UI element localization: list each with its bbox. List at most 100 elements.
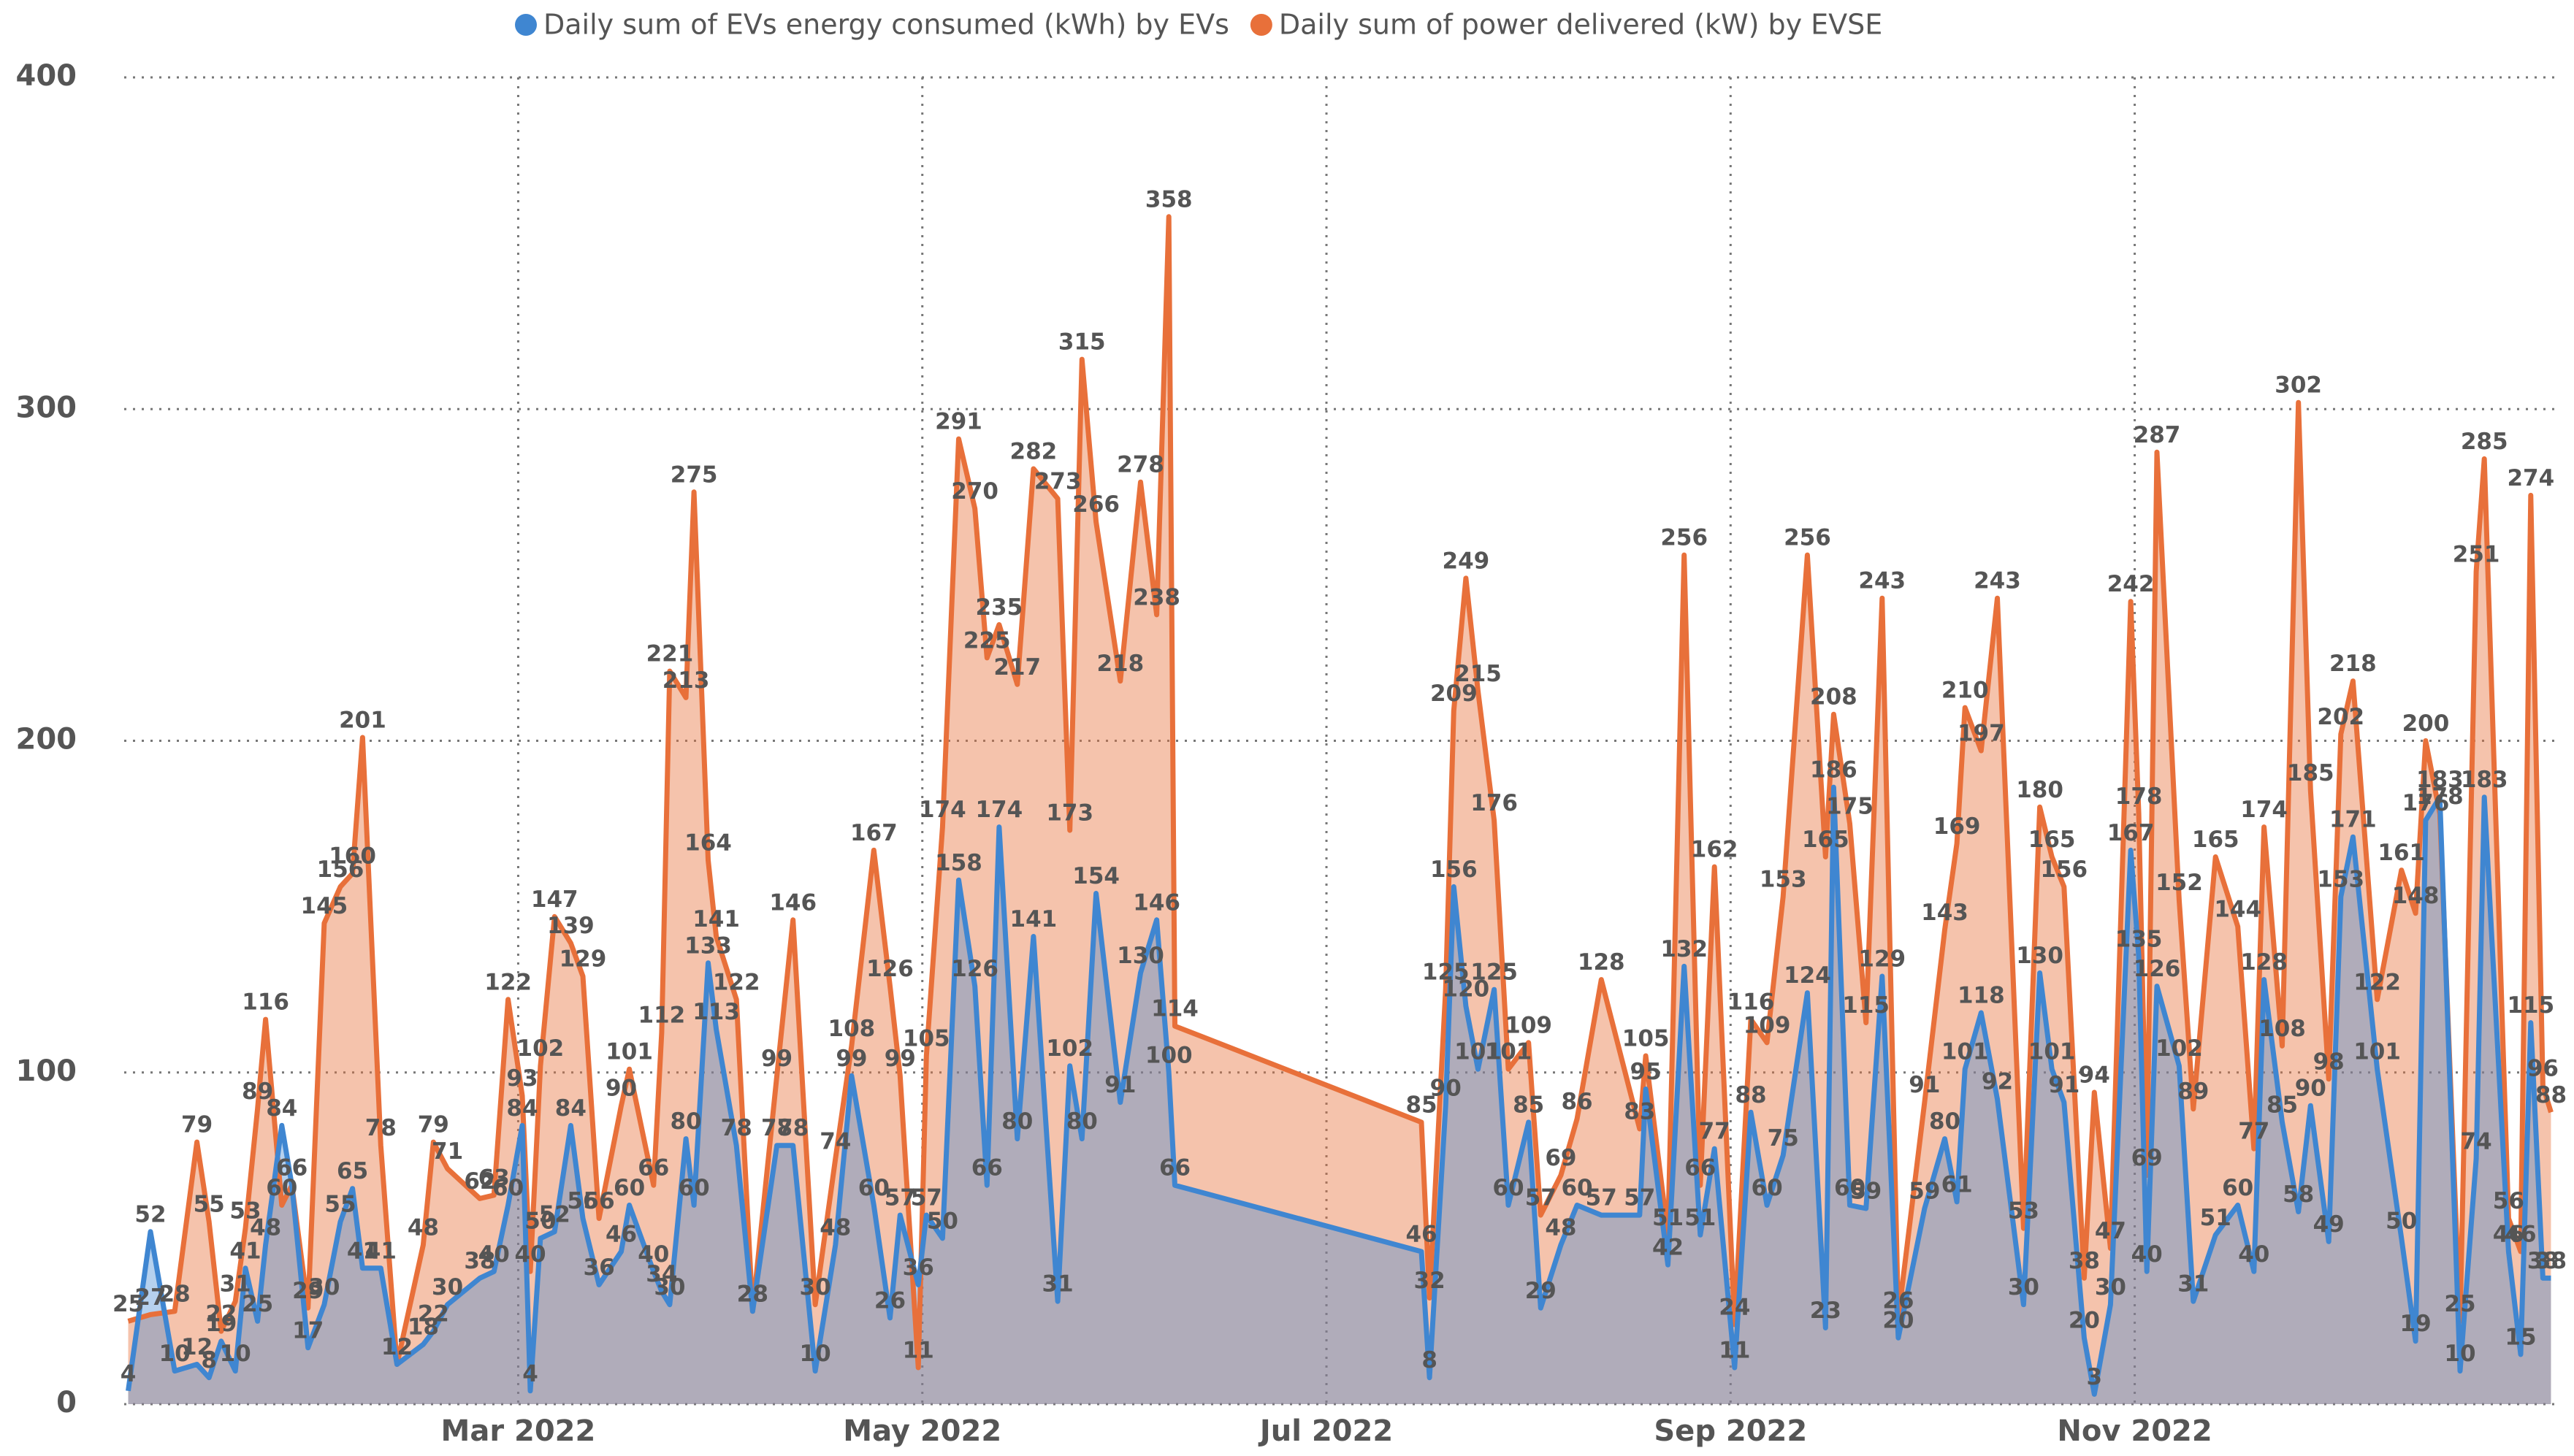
data-label: 101	[1454, 1039, 1502, 1065]
data-label: 28	[737, 1281, 768, 1307]
data-label: 278	[1117, 452, 1164, 478]
data-label: 3	[2086, 1364, 2102, 1390]
data-label: 99	[836, 1046, 867, 1072]
data-label: 302	[2275, 372, 2322, 399]
data-label: 125	[1470, 959, 1518, 986]
data-label: 60	[1561, 1175, 1592, 1201]
data-label: 28	[737, 1281, 768, 1307]
data-label: 84	[555, 1095, 587, 1122]
data-label: 31	[220, 1271, 251, 1298]
data-label: 63	[478, 1165, 510, 1191]
data-label: 282	[1010, 439, 1058, 465]
data-label: 56	[567, 1188, 598, 1214]
data-label: 66	[638, 1155, 669, 1181]
data-label: 101	[1485, 1039, 1532, 1065]
data-label: 235	[975, 594, 1023, 621]
data-label: 183	[2416, 767, 2464, 793]
data-label: 174	[975, 797, 1023, 823]
data-label: 60	[679, 1175, 710, 1201]
data-label: 156	[1430, 857, 1478, 883]
data-label: 8	[1421, 1347, 1437, 1373]
data-label: 114	[1151, 996, 1199, 1022]
data-label: 12	[381, 1334, 413, 1360]
data-label: 65	[337, 1158, 368, 1184]
data-label: 153	[2317, 866, 2364, 892]
data-label: 61	[1941, 1171, 1973, 1198]
data-label: 102	[2155, 1035, 2203, 1062]
data-label: 56	[2493, 1188, 2524, 1214]
data-label: 30	[308, 1274, 340, 1300]
data-label: 40	[2131, 1241, 2163, 1268]
data-label: 126	[866, 956, 914, 982]
data-label: 275	[671, 461, 718, 488]
data-label: 36	[903, 1254, 934, 1281]
data-label: 48	[820, 1214, 851, 1241]
data-label: 98	[2313, 1049, 2345, 1075]
data-label: 29	[1525, 1278, 1557, 1304]
data-label: 46	[2493, 1222, 2524, 1248]
data-label: 20	[1882, 1308, 1914, 1334]
data-label: 101	[1941, 1039, 1989, 1065]
data-label: 175	[1826, 794, 1874, 820]
data-label: 165	[2192, 827, 2239, 853]
data-label: 48	[250, 1214, 281, 1241]
data-label: 57	[1624, 1185, 1655, 1211]
data-label: 30	[654, 1274, 685, 1300]
data-label: 79	[418, 1112, 449, 1138]
data-label: 77	[2238, 1119, 2269, 1145]
data-label: 46	[1405, 1222, 1437, 1248]
data-label: 358	[1145, 186, 1193, 212]
data-label: 238	[1133, 584, 1180, 610]
data-label: 197	[1958, 721, 2005, 747]
data-label: 243	[1858, 568, 1906, 594]
data-label: 41	[347, 1238, 378, 1264]
data-label: 47	[2095, 1218, 2126, 1244]
data-label: 59	[1850, 1178, 1882, 1204]
data-label: 31	[2177, 1271, 2209, 1298]
x-tick-label: May 2022	[843, 1414, 1001, 1448]
data-label: 108	[2258, 1016, 2306, 1042]
data-label: 84	[266, 1095, 297, 1122]
data-label: 129	[560, 946, 607, 973]
data-label: 30	[800, 1274, 831, 1300]
data-label: 120	[1443, 976, 1490, 1002]
data-label: 218	[2329, 651, 2377, 677]
data-label: 40	[2238, 1241, 2269, 1268]
data-label: 256	[1784, 525, 1831, 551]
legend: Daily sum of EVs energy consumed (kWh) b…	[515, 9, 1882, 41]
data-label: 40	[514, 1241, 546, 1268]
data-label: 60	[614, 1175, 645, 1201]
data-label: 128	[2240, 949, 2288, 976]
data-label: 116	[1727, 989, 1775, 1016]
data-label: 25	[2444, 1291, 2475, 1317]
data-label: 93	[506, 1065, 538, 1092]
data-label: 200	[2402, 710, 2450, 737]
legend-marker	[515, 14, 537, 36]
area	[128, 787, 2551, 1404]
data-label: 109	[1744, 1012, 1791, 1038]
data-label: 141	[1010, 906, 1058, 932]
data-label: 213	[662, 667, 710, 694]
data-label: 173	[1046, 800, 1093, 827]
data-label: 113	[692, 999, 740, 1025]
data-label: 69	[2131, 1145, 2163, 1171]
data-label: 80	[670, 1108, 701, 1135]
data-label: 40	[638, 1241, 669, 1268]
data-label: 52	[134, 1201, 166, 1227]
data-label: 75	[1768, 1125, 1799, 1152]
data-label: 57	[885, 1185, 916, 1211]
data-label: 25	[242, 1291, 273, 1317]
line	[127, 214, 2554, 1371]
data-label: 174	[2240, 797, 2288, 823]
data-label: 53	[229, 1198, 261, 1225]
data-label: 105	[1622, 1026, 1670, 1052]
data-label: 19	[205, 1311, 237, 1337]
data-label: 90	[2295, 1076, 2326, 1102]
data-label: 165	[1802, 827, 1849, 853]
data-label: 108	[828, 1016, 876, 1042]
data-label: 84	[506, 1095, 538, 1122]
data-label: 27	[134, 1284, 166, 1311]
data-label: 46	[2505, 1222, 2536, 1248]
